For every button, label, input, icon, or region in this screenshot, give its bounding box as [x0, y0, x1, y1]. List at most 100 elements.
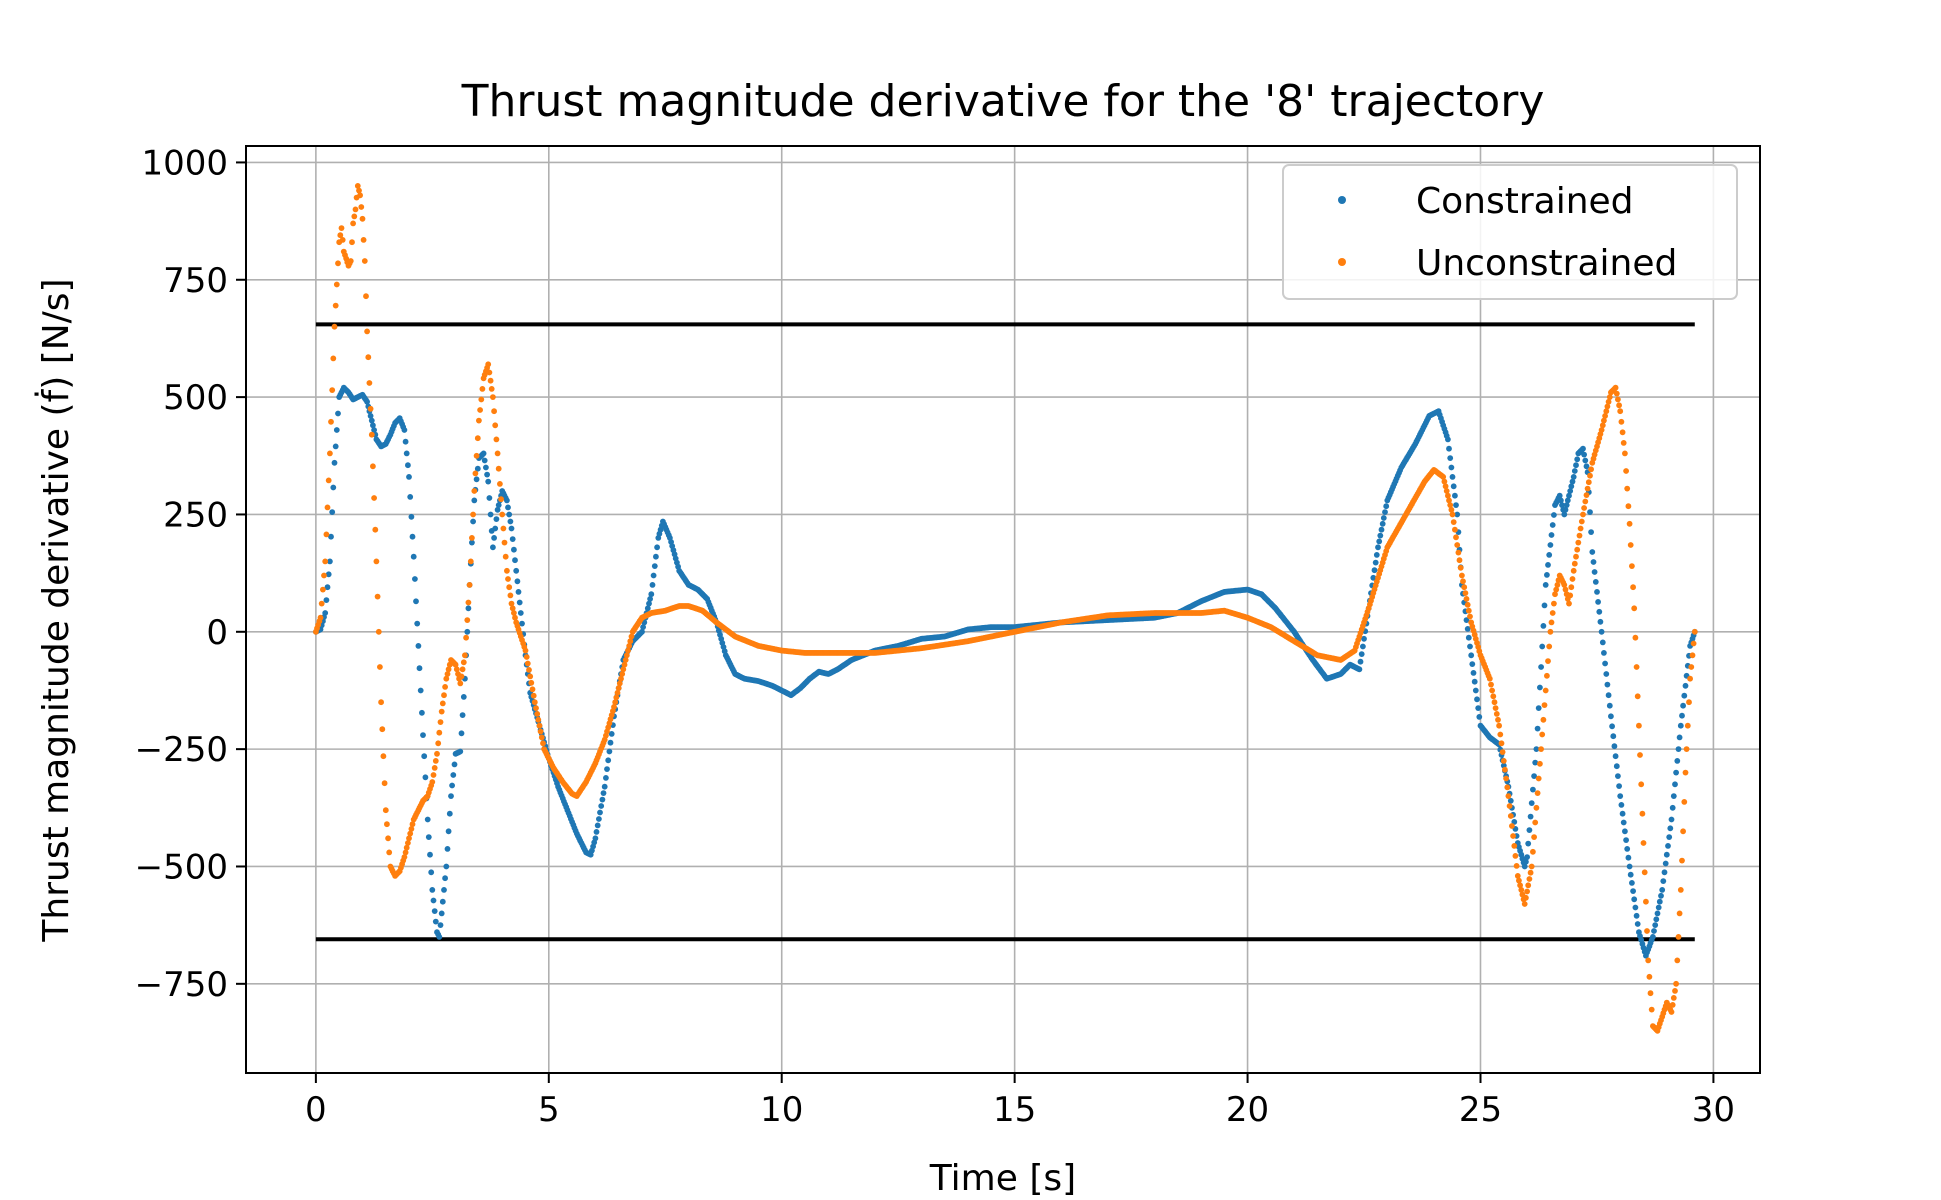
- data-point: [368, 431, 375, 438]
- trace-dot: [1661, 869, 1668, 876]
- trace-dot: [1447, 455, 1454, 461]
- trace-dot: [1540, 716, 1547, 723]
- trace-dot: [479, 386, 486, 392]
- trace-dot: [1544, 672, 1550, 679]
- y-tick-label: −500: [135, 847, 228, 887]
- trace-dot: [1620, 440, 1627, 446]
- trace-dot: [1460, 578, 1466, 585]
- trace-dot: [1574, 456, 1581, 463]
- trace-dot: [379, 726, 386, 733]
- trace-dot: [537, 728, 544, 735]
- trace-dot: [516, 599, 523, 606]
- legend-label-unconstrained: Unconstrained: [1416, 243, 1677, 284]
- trace-dot: [591, 762, 598, 769]
- trace-dot: [536, 722, 543, 729]
- trace-dot: [1567, 592, 1574, 599]
- data-point: [406, 474, 412, 480]
- x-tick-label: 20: [1226, 1090, 1269, 1130]
- data-point: [1528, 863, 1535, 870]
- data-point: [1547, 628, 1554, 635]
- trace-dot: [1675, 934, 1682, 940]
- trace-dot: [1492, 705, 1499, 711]
- data-point: [415, 643, 422, 649]
- trace-dot: [1670, 995, 1677, 1001]
- trace-dot: [320, 586, 326, 593]
- trace-dot: [502, 495, 509, 501]
- trace-dot: [1588, 529, 1594, 535]
- trace-dot: [324, 504, 331, 511]
- trace-dot: [1564, 497, 1571, 504]
- trace-dot: [1686, 699, 1692, 706]
- trace-dot: [505, 576, 511, 582]
- data-point: [1570, 474, 1577, 480]
- trace-dot: [408, 826, 415, 832]
- data-point: [466, 582, 473, 588]
- trace-dot: [1380, 515, 1387, 521]
- trace-dot: [1652, 922, 1659, 928]
- data-point: [327, 450, 333, 457]
- series-unconstrained: [313, 183, 1698, 1034]
- trace-dot: [608, 731, 615, 737]
- trace-dot: [498, 496, 504, 503]
- trace-dot: [1582, 457, 1589, 464]
- trace-dot: [1360, 643, 1366, 650]
- trace-dot: [1578, 518, 1585, 525]
- trace-dot: [506, 584, 513, 591]
- trace-dot: [1498, 740, 1505, 747]
- trace-dot: [458, 730, 465, 737]
- trace-dot: [1559, 502, 1565, 508]
- trace-dot: [432, 758, 439, 764]
- trace-dot: [1453, 534, 1459, 541]
- trace-dot: [1474, 696, 1480, 703]
- data-point: [443, 675, 450, 682]
- data-point: [1598, 628, 1605, 635]
- trace-dot: [1665, 843, 1671, 849]
- trace-dot: [1615, 773, 1621, 779]
- trace-dot: [1631, 896, 1638, 903]
- trace-dot: [474, 465, 481, 472]
- trace-dot: [1500, 758, 1507, 764]
- trace-dot: [1449, 474, 1456, 480]
- x-tick-label: 5: [538, 1090, 560, 1130]
- trace-dot: [323, 597, 330, 603]
- trace-dot: [332, 302, 339, 309]
- trace-dot: [506, 511, 513, 518]
- trace-dot: [1680, 828, 1686, 835]
- trace-dot: [1439, 473, 1445, 479]
- trace-dot: [1602, 413, 1608, 419]
- trace-dot: [1599, 422, 1606, 429]
- data-point: [1608, 713, 1614, 720]
- trace-dot: [1674, 957, 1681, 964]
- data-point: [499, 511, 506, 518]
- trace-dot: [1669, 804, 1676, 811]
- data-point: [1687, 675, 1693, 682]
- trace-dot: [402, 438, 409, 445]
- trace-dot: [395, 869, 402, 876]
- trace-dot: [479, 451, 486, 458]
- trace-dot: [458, 673, 465, 680]
- trace-dot: [1542, 687, 1549, 694]
- data-point: [1636, 722, 1642, 729]
- trace-dot: [473, 452, 480, 459]
- trace-dot: [484, 364, 490, 371]
- trace-dot: [1491, 699, 1498, 706]
- x-tick-label: 0: [305, 1090, 327, 1130]
- data-point: [1673, 980, 1679, 987]
- trace-dot: [463, 634, 469, 641]
- trace-dot: [519, 620, 525, 627]
- trace-dot: [1596, 608, 1603, 615]
- trace-dot: [1376, 538, 1383, 545]
- data-point: [508, 525, 515, 532]
- trace-dot: [526, 667, 532, 673]
- trace-dot: [1463, 617, 1470, 623]
- trace-dot: [1562, 506, 1569, 513]
- data-point: [438, 910, 445, 917]
- trace-dot: [409, 533, 416, 540]
- trace-dot: [1358, 651, 1365, 657]
- trace-dot: [511, 546, 517, 553]
- trace-dot: [428, 869, 435, 876]
- data-point: [508, 600, 515, 607]
- trace-dot: [1528, 800, 1535, 806]
- trace-dot: [381, 780, 388, 787]
- trace-dot: [1620, 819, 1627, 826]
